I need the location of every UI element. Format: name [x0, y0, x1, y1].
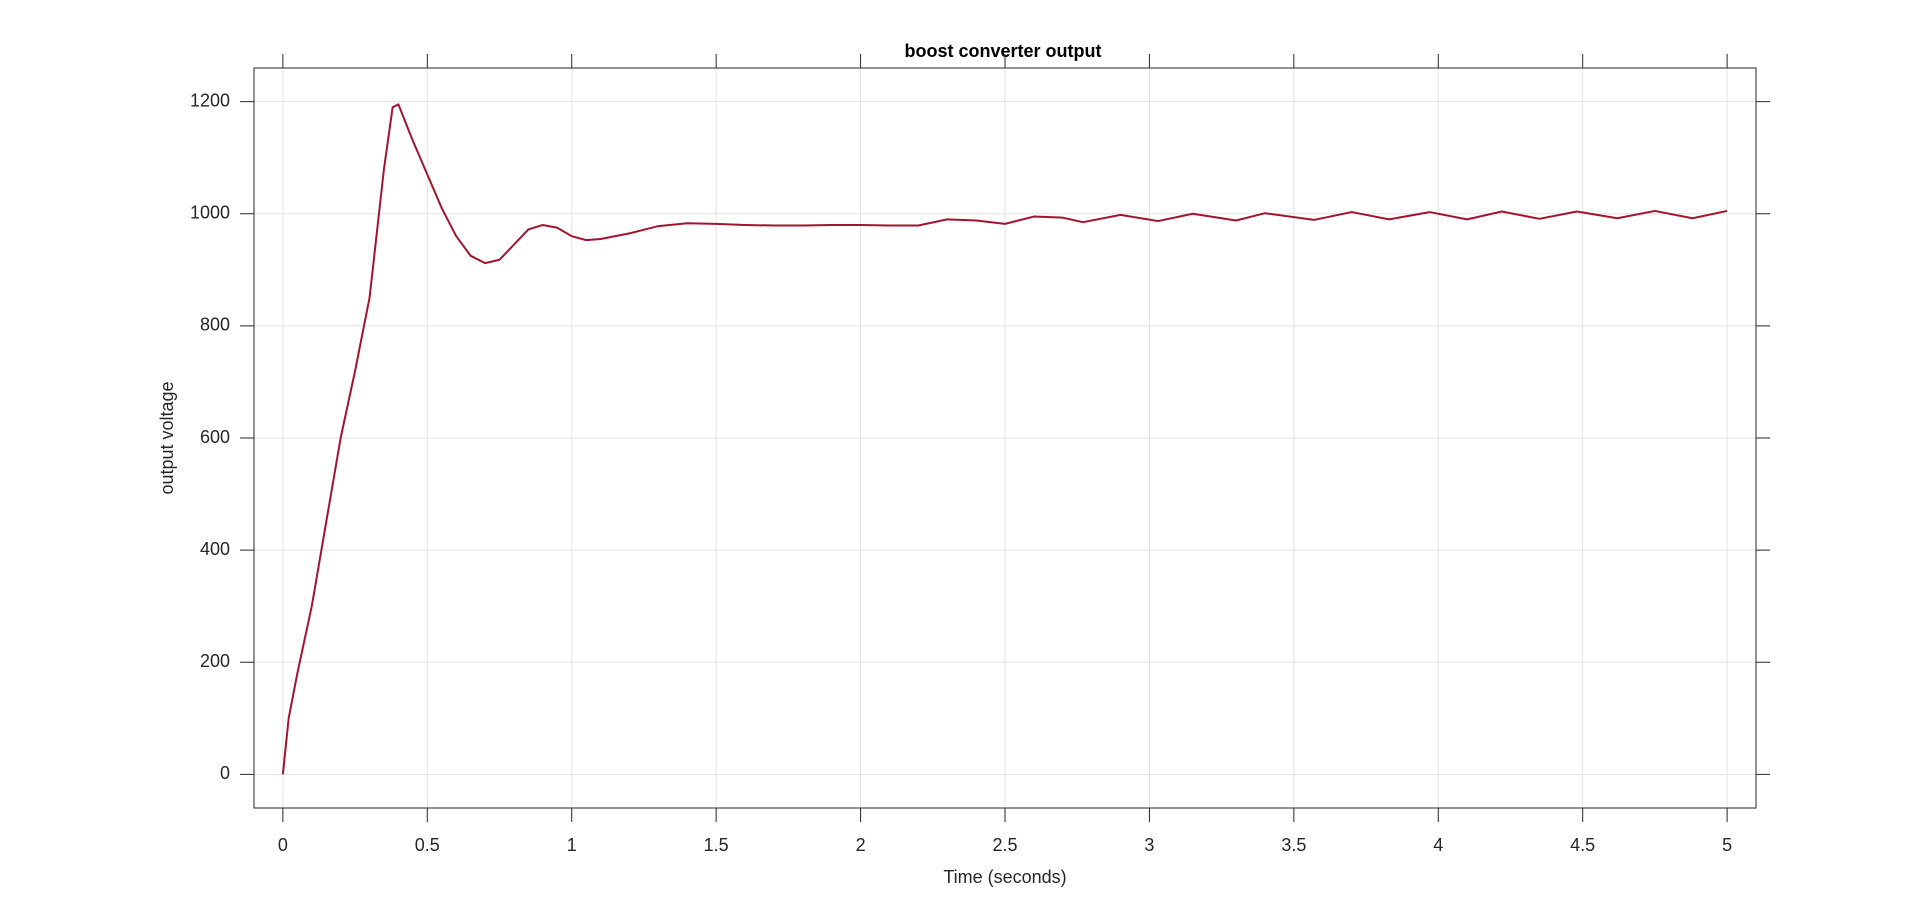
x-tick-label: 2 — [856, 835, 866, 855]
x-axis-label: Time (seconds) — [943, 867, 1066, 887]
chart-title: boost converter output — [905, 41, 1102, 61]
y-tick-label: 1200 — [190, 90, 230, 110]
x-tick-label: 2.5 — [992, 835, 1017, 855]
x-tick-label: 1 — [567, 835, 577, 855]
y-tick-label: 0 — [220, 763, 230, 783]
y-tick-label: 1000 — [190, 203, 230, 223]
x-tick-label: 5 — [1722, 835, 1732, 855]
y-axis-label: output voltage — [157, 381, 177, 494]
x-tick-label: 3 — [1144, 835, 1154, 855]
x-tick-label: 3.5 — [1281, 835, 1306, 855]
x-tick-label: 0.5 — [415, 835, 440, 855]
y-tick-label: 600 — [200, 427, 230, 447]
data-line — [281, 103, 1728, 775]
plot-frame — [253, 67, 1757, 809]
x-tick-label: 0 — [278, 835, 288, 855]
x-tick-label: 1.5 — [704, 835, 729, 855]
y-tick-label: 200 — [200, 651, 230, 671]
y-tick-label: 800 — [200, 315, 230, 335]
x-tick-label: 4 — [1433, 835, 1443, 855]
x-tick-label: 4.5 — [1570, 835, 1595, 855]
y-tick-label: 400 — [200, 539, 230, 559]
